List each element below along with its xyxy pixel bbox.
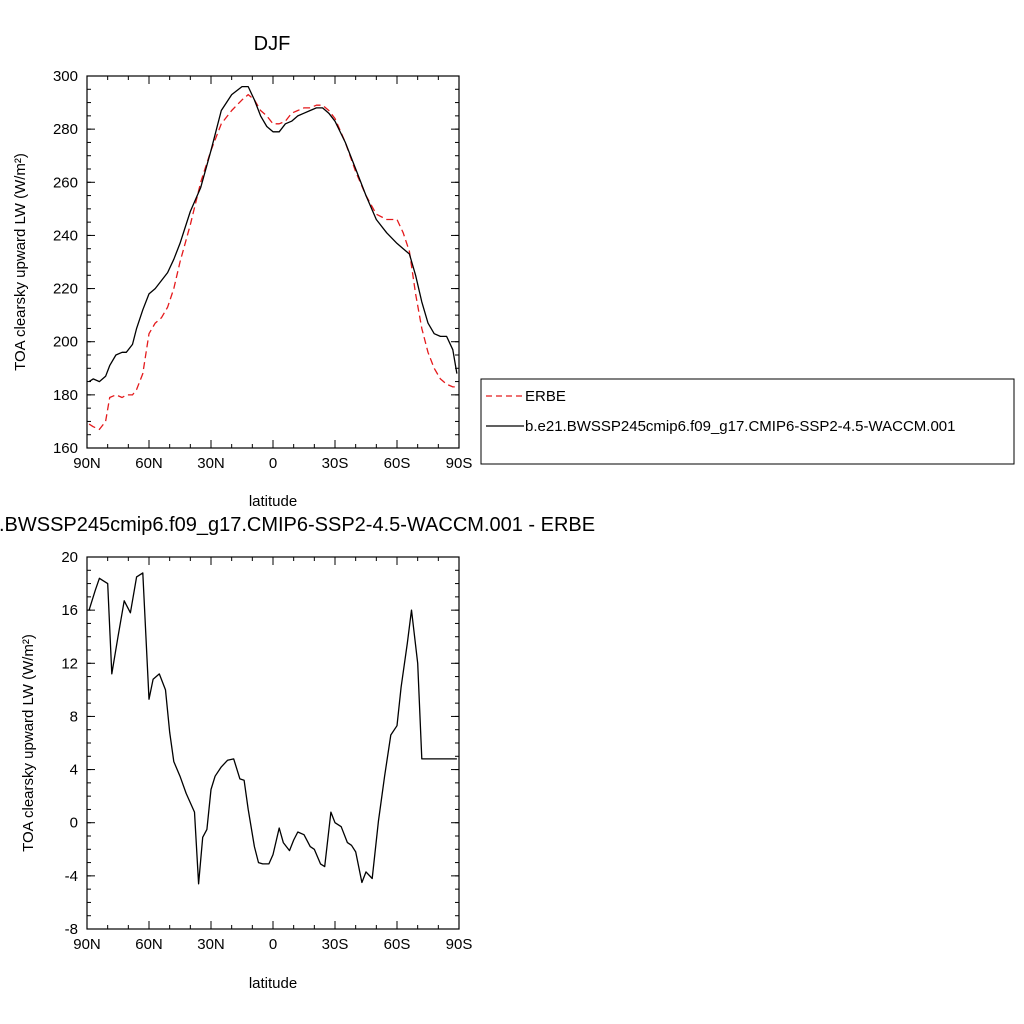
- x-tick-label: 60S: [384, 455, 411, 472]
- x-tick-label: 30N: [197, 455, 225, 472]
- x-tick-label: 30S: [322, 936, 349, 953]
- difference-panel: b.e21.BWSSP245cmip6.f09_g17.CMIP6-SSP2-4…: [0, 514, 595, 992]
- chart-title: b.e21.BWSSP245cmip6.f09_g17.CMIP6-SSP2-4…: [0, 514, 595, 536]
- y-tick-label: 20: [61, 549, 78, 566]
- y-tick-label: 300: [53, 68, 78, 85]
- x-tick-label: 60N: [135, 455, 163, 472]
- plot-frame: [86, 556, 460, 930]
- x-axis-label: latitude: [249, 975, 297, 992]
- x-tick-label: 60S: [384, 936, 411, 953]
- y-tick-label: 280: [53, 121, 78, 138]
- y-tick-label: 260: [53, 174, 78, 191]
- y-axis-label: TOA clearsky upward LW (W/m²): [12, 153, 29, 371]
- legend-box: [480, 378, 1015, 465]
- y-tick-label: -4: [65, 868, 78, 885]
- series-line-0: [88, 572, 457, 885]
- y-tick-label: 220: [53, 281, 78, 298]
- legend-label-model: b.e21.BWSSP245cmip6.f09_g17.CMIP6-SSP2-4…: [525, 418, 955, 435]
- x-tick-label: 60N: [135, 936, 163, 953]
- axis-ticks: 90N 60N 30N 0 30S 60S 90S -8 -4 0 4 8 12 16 20: [61, 549, 472, 953]
- series-lines: [88, 572, 457, 885]
- series-line-1: [88, 85, 458, 383]
- y-tick-label: 8: [70, 708, 78, 725]
- y-tick-label: 4: [70, 762, 78, 779]
- series-line-0: [88, 93, 457, 431]
- series-lines: [88, 85, 458, 431]
- y-tick-label: 200: [53, 334, 78, 351]
- x-tick-label: 90S: [446, 455, 473, 472]
- djf-panel: DJF 90N 60N 30N 0 30S 60S 90S 160 180 200 220 240 26…: [12, 33, 1015, 510]
- x-tick-label: 90N: [73, 936, 101, 953]
- y-tick-label: 160: [53, 440, 78, 457]
- x-tick-label: 90S: [446, 936, 473, 953]
- y-tick-label: 12: [61, 655, 78, 672]
- y-tick-label: 16: [61, 602, 78, 619]
- x-tick-label: 0: [269, 936, 277, 953]
- chart-title: DJF: [254, 33, 291, 55]
- y-tick-label: 180: [53, 387, 78, 404]
- y-tick-label: 0: [70, 815, 78, 832]
- x-tick-label: 30N: [197, 936, 225, 953]
- legend: ERBE b.e21.BWSSP245cmip6.f09_g17.CMIP6-S…: [480, 378, 1015, 465]
- x-tick-label: 0: [269, 455, 277, 472]
- y-tick-label: -8: [65, 921, 78, 938]
- x-tick-label: 90N: [73, 455, 101, 472]
- axis-ticks: 90N 60N 30N 0 30S 60S 90S 160 180 200 220 240 260 280…: [53, 68, 472, 472]
- y-axis-label: TOA clearsky upward LW (W/m²): [20, 634, 37, 852]
- y-tick-label: 240: [53, 227, 78, 244]
- legend-label-erbe: ERBE: [525, 388, 566, 405]
- x-axis-label: latitude: [249, 493, 297, 510]
- x-tick-label: 30S: [322, 455, 349, 472]
